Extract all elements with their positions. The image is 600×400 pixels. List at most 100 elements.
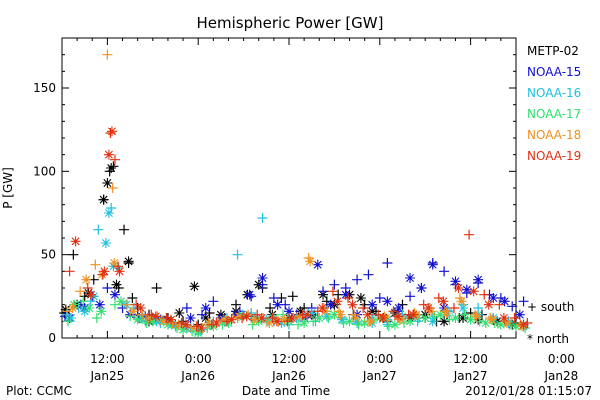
north-point: [302, 309, 313, 320]
south-point: [91, 313, 102, 323]
north-point: [96, 306, 107, 317]
south-point: [383, 321, 394, 332]
north-point: [312, 259, 323, 270]
north-point: [392, 311, 403, 322]
north-point: [389, 319, 400, 330]
south-point: [64, 266, 75, 277]
south-point: [343, 293, 354, 303]
north-point: [88, 291, 99, 302]
north-point: [231, 309, 242, 320]
south-point: [75, 286, 86, 297]
north-point: [279, 314, 290, 325]
north-point: [188, 323, 199, 333]
south-point: [338, 318, 349, 328]
plot-credit: Plot: CCMC: [6, 384, 72, 398]
north-point: [109, 258, 120, 268]
south-point: [62, 306, 73, 317]
north-point: [178, 324, 189, 335]
north-point: [200, 313, 211, 323]
north-point: [450, 276, 461, 287]
north-point: [453, 283, 464, 293]
south-point: [494, 299, 505, 310]
x-tick-date-0: Jan25: [90, 369, 125, 383]
x-axis: 12:00 Jan25 0:00 Jan26 12:00 Jan26 0:00 Jan27 12…: [61, 38, 579, 383]
north-point: [185, 313, 196, 323]
x-tick-time-5: 0:00: [548, 352, 575, 366]
north-point: [81, 274, 92, 285]
north-point: [150, 311, 161, 322]
north-point: [408, 309, 419, 320]
north-point: [501, 318, 512, 328]
north-point: [393, 303, 404, 313]
south-point: [63, 316, 74, 327]
north-point: [441, 308, 452, 318]
north-point: [70, 236, 81, 247]
x-tick-date-3: Jan27: [362, 369, 397, 383]
x-tick-time-2: 12:00: [272, 352, 307, 366]
south-point: [352, 274, 363, 285]
north-point: [336, 314, 347, 325]
north-point: [94, 299, 105, 310]
north-point: [335, 309, 346, 320]
north-point: [173, 319, 184, 330]
data-points: [59, 49, 533, 338]
north-point: [181, 319, 192, 330]
north-point: [135, 303, 146, 313]
north-point: [377, 313, 388, 323]
south-point: [287, 291, 298, 302]
north-point: [226, 314, 237, 325]
north-point: [495, 319, 506, 330]
south-point: [374, 293, 385, 303]
x-tick-time-3: 0:00: [366, 352, 393, 366]
north-point: [511, 321, 521, 332]
north-point: [405, 273, 416, 283]
north-point: [321, 311, 332, 322]
north-point: [458, 313, 469, 323]
x-tick-date-4: Jan27: [453, 369, 488, 383]
south-point: [68, 249, 79, 260]
north-point: [355, 293, 366, 303]
south-point: [358, 303, 369, 313]
north-point: [203, 318, 214, 328]
north-point: [272, 299, 283, 310]
north-point: [99, 266, 110, 277]
north-point: [116, 296, 127, 307]
north-point: [367, 299, 378, 310]
north-point: [84, 303, 95, 313]
south-point: [109, 154, 120, 165]
north-point: [329, 309, 340, 320]
north-point: [123, 256, 134, 267]
north-point: [314, 313, 325, 323]
north-point: [174, 308, 185, 318]
south-point: [78, 296, 89, 307]
south-point: [382, 258, 393, 268]
south-point: [405, 291, 416, 302]
series-noaa-17: [63, 296, 531, 338]
north-point: [85, 289, 96, 300]
north-point: [416, 283, 427, 293]
south-point: [464, 229, 475, 240]
north-point: [427, 259, 438, 270]
north-point: [60, 304, 71, 315]
south-point: [388, 306, 399, 317]
north-point: [420, 313, 431, 323]
north-point: [405, 316, 416, 327]
north-point: [439, 316, 450, 327]
north-point: [486, 314, 497, 325]
x-tick-date-1: Jan26: [180, 369, 215, 383]
north-point: [257, 273, 268, 283]
south-point: [208, 296, 219, 307]
north-point: [136, 313, 147, 323]
north-point: [514, 309, 525, 320]
north-point: [295, 306, 306, 317]
north-point: [294, 311, 305, 322]
x-tick-date-5: Jan28: [544, 369, 579, 383]
north-point: [362, 309, 373, 320]
north-point: [106, 126, 117, 137]
north-point: [234, 311, 245, 322]
marker-legend-south: + south: [527, 300, 574, 314]
north-point: [69, 299, 80, 310]
north-point: [483, 299, 494, 310]
north-point: [435, 309, 446, 320]
north-point: [140, 311, 151, 322]
